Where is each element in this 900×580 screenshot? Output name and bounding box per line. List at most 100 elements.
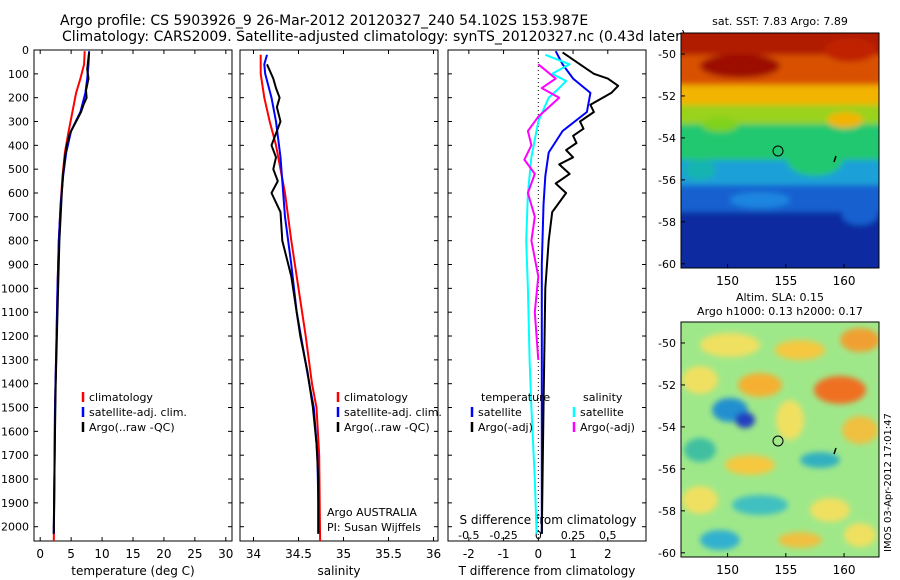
x-tick-label: 2: [604, 547, 612, 561]
sla-map-frame: [680, 321, 880, 558]
legend-label: climatology: [89, 391, 153, 404]
map-x-tick-label: 155: [774, 274, 797, 288]
x-tick-label: 35: [336, 547, 351, 561]
map-x-tick-label: 150: [716, 274, 739, 288]
map-y-tick-label: -50: [658, 337, 676, 350]
series-line-Argo(..raw -QC): [52, 52, 91, 534]
y-tick-label: 400: [8, 139, 29, 152]
y-tick-label: 1500: [1, 402, 29, 415]
y-tick-label: 1200: [1, 330, 29, 343]
sst-map-frame: [680, 32, 880, 269]
y-tick-label: 1000: [1, 282, 29, 295]
map-y-tick-label: -50: [658, 48, 676, 61]
map-x-tick-label: 160: [833, 274, 856, 288]
y-tick-label: 1700: [1, 449, 29, 462]
y-tick-label: 800: [8, 235, 29, 248]
map-y-tick-label: -56: [658, 463, 676, 476]
x-tick-label: 34: [246, 547, 261, 561]
legend-label: Argo(..raw -QC): [344, 421, 430, 434]
top-axis-tick-label: -0.25: [489, 529, 517, 542]
legend-label: Argo(-adj): [478, 421, 533, 434]
x-tick-label: 20: [156, 547, 171, 561]
x-tick-label: 36: [426, 547, 441, 561]
y-tick-label: 1400: [1, 378, 29, 391]
y-tick-label: 100: [8, 68, 29, 81]
x-tick-label: -1: [498, 547, 510, 561]
top-axis-tick-label: -0.5: [458, 529, 479, 542]
sla-map-title-1: Altim. SLA: 0.15: [736, 291, 824, 304]
y-tick-label: 1600: [1, 425, 29, 438]
footer-timestamp: IMOS 03-Apr-2012 17:01:47: [883, 413, 894, 552]
map-x-tick-label: 155: [774, 563, 797, 577]
y-tick-label: 2000: [1, 521, 29, 534]
difference-xlabel: T difference from climatology: [458, 564, 636, 578]
annotation-line-2: PI: Susan Wijffels: [327, 521, 421, 534]
map-y-tick-label: -52: [658, 379, 676, 392]
map-y-tick-label: -60: [658, 258, 676, 271]
y-tick-label: 1300: [1, 354, 29, 367]
x-tick-label: 34.5: [285, 547, 312, 561]
salinity-panel: salinity Argo AUSTRALIA PI: Susan Wijffe…: [239, 49, 442, 578]
legend-label: satellite: [580, 406, 624, 419]
difference-top-label: S difference from climatology: [460, 513, 637, 527]
difference-panel: T difference from climatology S differen…: [447, 49, 647, 578]
y-tick-label: 700: [8, 211, 29, 224]
x-tick-label: 10: [94, 547, 109, 561]
temperature-xlabel: temperature (deg C): [71, 564, 194, 578]
map-y-tick-label: -60: [658, 547, 676, 560]
y-tick-label: 300: [8, 116, 29, 129]
sst-map: sat. SST: 7.83 Argo: 7.89 150 155 160 -50 -5…: [658, 15, 880, 288]
legend-label: satellite-adj. clim.: [89, 406, 187, 419]
top-axis-tick-label: 0.5: [599, 529, 617, 542]
x-tick-label: 15: [125, 547, 140, 561]
x-tick-label: 1: [569, 547, 577, 561]
sst-field: [681, 33, 879, 268]
map-y-tick-label: -56: [658, 174, 676, 187]
sla-field: [681, 322, 879, 557]
x-tick-label: -2: [463, 547, 475, 561]
sst-map-title: sat. SST: 7.83 Argo: 7.89: [712, 15, 848, 28]
map-y-tick-label: -52: [658, 90, 676, 103]
x-tick-label: 30: [218, 547, 233, 561]
header-line-2: Climatology: CARS2009. Satellite-adjuste…: [62, 29, 686, 45]
x-tick-label: 0: [534, 547, 542, 561]
y-tick-label: 500: [8, 163, 29, 176]
top-axis-tick-label: 0.25: [561, 529, 586, 542]
y-tick-label: 600: [8, 187, 29, 200]
sla-map: Altim. SLA: 0.15 Argo h1000: 0.13 h2000:…: [658, 291, 880, 577]
legend-label: temperature: [481, 391, 550, 404]
y-tick-label: 1800: [1, 473, 29, 486]
temperature-panel: temperature (deg C) 0 5 10 15 20 25 3001002003…: [1, 44, 233, 578]
series-line-Argo(..raw -QC): [266, 63, 320, 534]
series-line-satellite: [525, 53, 571, 534]
series-line-satellite: [540, 50, 592, 534]
x-tick-label: 35.5: [375, 547, 402, 561]
map-y-tick-label: -58: [658, 505, 676, 518]
header-line-1: Argo profile: CS 5903926_9 26-Mar-2012 2…: [60, 13, 588, 29]
map-y-tick-label: -54: [658, 421, 676, 434]
legend-label: satellite-adj. clim.: [344, 406, 442, 419]
legend-label: satellite: [478, 406, 522, 419]
series-line-Argo(-adj): [523, 63, 561, 360]
sla-map-title-2: Argo h1000: 0.13 h2000: 0.17: [697, 305, 863, 318]
y-tick-label: 1100: [1, 306, 29, 319]
y-tick-label: 900: [8, 259, 29, 272]
y-tick-label: 200: [8, 92, 29, 105]
legend-label: climatology: [344, 391, 408, 404]
x-tick-label: 25: [187, 547, 202, 561]
map-x-tick-label: 160: [833, 563, 856, 577]
difference-axes-box: [447, 49, 647, 542]
x-tick-label: 5: [67, 547, 75, 561]
map-y-tick-label: -58: [658, 216, 676, 229]
x-tick-label: 0: [36, 547, 44, 561]
map-x-tick-label: 150: [716, 563, 739, 577]
legend-label: Argo(-adj): [580, 421, 635, 434]
temperature-axes-box: [33, 49, 233, 542]
salinity-xlabel: salinity: [317, 564, 360, 578]
legend-label: salinity: [583, 391, 623, 404]
map-y-tick-label: -54: [658, 132, 676, 145]
top-axis-tick-label: 0: [535, 529, 542, 542]
y-tick-label: 0: [22, 44, 29, 57]
series-line-Argo(-adj): [540, 51, 620, 534]
